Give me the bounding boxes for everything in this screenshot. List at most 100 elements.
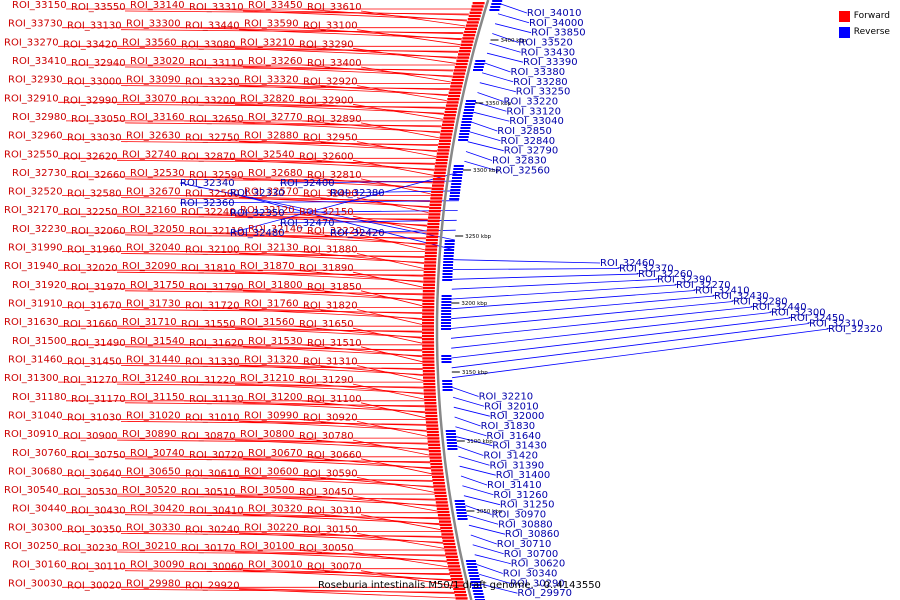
forward-gene-label: ROI_30210 <box>122 541 177 552</box>
forward-gene <box>436 504 449 507</box>
forward-connector <box>297 531 444 544</box>
forward-connector <box>179 586 455 594</box>
reverse-gene <box>473 593 484 595</box>
reverse-gene <box>457 518 468 520</box>
forward-gene-label: ROI_30100 <box>240 541 295 552</box>
forward-gene <box>423 376 435 379</box>
forward-gene <box>459 46 472 50</box>
forward-gene-label: ROI_33230 <box>185 77 240 88</box>
reverse-gene <box>470 581 481 583</box>
forward-gene <box>424 251 437 254</box>
forward-gene <box>429 453 442 456</box>
forward-connector <box>238 365 423 375</box>
forward-gene <box>448 94 460 98</box>
forward-gene <box>455 597 468 600</box>
reverse-connector <box>453 259 601 264</box>
forward-gene-label: ROI_30250 <box>4 541 59 552</box>
forward-connector <box>356 365 424 381</box>
reverse-gene <box>441 316 452 318</box>
forward-gene <box>466 21 479 24</box>
reverse-connector <box>471 121 498 132</box>
forward-gene <box>435 162 448 165</box>
forward-gene-label: ROI_30430 <box>71 506 126 517</box>
reverse-connector <box>452 387 479 397</box>
forward-gene-label: ROI_33440 <box>185 21 240 32</box>
forward-gene <box>431 469 444 472</box>
reverse-gene <box>442 380 453 382</box>
forward-connector <box>242 234 426 245</box>
forward-gene-label: ROI_33130 <box>67 21 122 32</box>
forward-connector <box>175 437 429 445</box>
reverse-gene-label: ROI_33120 <box>506 106 561 117</box>
forward-gene <box>442 120 455 123</box>
forward-gene-label: ROI_31020 <box>126 410 181 421</box>
forward-connector <box>183 8 469 16</box>
forward-gene <box>428 443 441 446</box>
forward-gene <box>431 190 444 194</box>
reverse-gene <box>454 500 465 502</box>
forward-gene-label: ROI_32580 <box>67 189 122 200</box>
reverse-gene <box>443 255 454 257</box>
forward-connector <box>179 307 423 314</box>
reverse-connector <box>463 495 500 506</box>
forward-gene <box>422 296 435 299</box>
forward-connector <box>179 363 423 370</box>
reverse-gene-label: ROI_31260 <box>493 490 548 501</box>
forward-gene-label: ROI_30590 <box>303 468 358 479</box>
reverse-gene <box>441 358 452 360</box>
forward-gene <box>455 62 468 66</box>
reverse-gene <box>444 240 455 242</box>
forward-gene-label: ROI_32060 <box>71 226 126 237</box>
forward-gene-label: ROI_31620 <box>189 338 244 349</box>
forward-gene-label: ROI_32540 <box>240 149 295 160</box>
forward-gene <box>432 478 445 482</box>
forward-gene-label: ROI_31270 <box>63 375 118 386</box>
forward-gene <box>424 254 437 258</box>
reverse-gene <box>442 270 453 272</box>
forward-gene-label: ROI_32040 <box>126 243 181 254</box>
reverse-connector <box>484 62 511 73</box>
forward-connector <box>293 437 429 451</box>
forward-connector <box>352 495 438 512</box>
forward-gene-label: ROI_32220 <box>307 226 362 237</box>
reverse-connector <box>468 524 505 535</box>
reverse-gene <box>456 512 467 514</box>
forward-gene <box>425 421 438 424</box>
reverse-connector <box>467 141 504 152</box>
forward-gene-label: ROI_30610 <box>185 468 240 479</box>
forward-gene <box>465 24 478 27</box>
reverse-gene <box>441 307 452 309</box>
forward-gene <box>435 498 448 501</box>
forward-gene-label: ROI_31320 <box>244 355 299 366</box>
forward-connector <box>356 29 461 46</box>
reverse-gene <box>457 515 468 517</box>
forward-gene <box>444 110 457 114</box>
forward-connector <box>175 549 447 557</box>
reverse-gene-label: ROI_30620 <box>511 559 566 570</box>
forward-gene-label: ROI_32600 <box>299 151 354 162</box>
forward-gene-label: ROI_33200 <box>181 95 236 106</box>
forward-gene-label: ROI_30650 <box>126 466 181 477</box>
forward-gene <box>442 539 455 542</box>
forward-gene-label: ROI_31710 <box>122 317 177 328</box>
forward-gene <box>440 526 453 530</box>
reverse-gene <box>458 136 469 138</box>
forward-connector <box>301 288 423 302</box>
forward-gene-label: ROI_32500 <box>185 189 240 200</box>
forward-gene <box>439 139 451 142</box>
reverse-gene <box>469 575 480 577</box>
forward-gene <box>458 50 471 53</box>
forward-connector <box>301 176 432 190</box>
forward-gene-label: ROI_30330 <box>126 522 181 533</box>
forward-gene-label: ROI_32670 <box>126 187 181 198</box>
forward-connector <box>297 475 434 488</box>
forward-gene <box>428 210 441 213</box>
forward-gene-label: ROI_32170 <box>4 205 59 216</box>
forward-gene <box>424 405 437 408</box>
reverse-gene <box>441 361 452 363</box>
forward-gene-label: ROI_33550 <box>71 2 126 13</box>
reverse-gene-label: ROI_32330 <box>230 188 285 199</box>
reverse-gene <box>441 310 452 312</box>
forward-connector <box>293 325 423 339</box>
